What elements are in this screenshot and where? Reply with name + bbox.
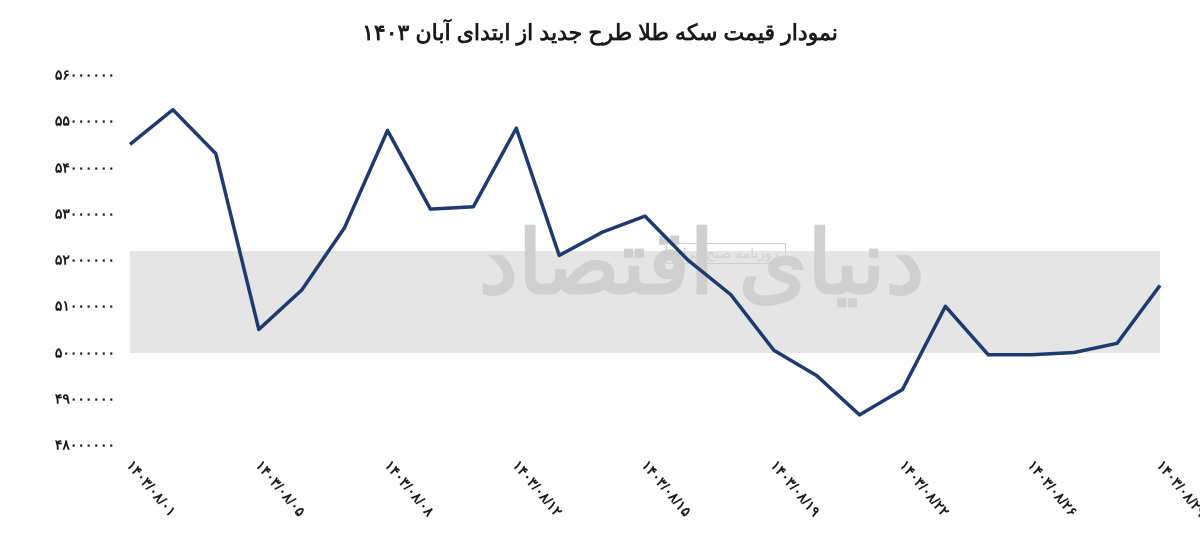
gold-coin-price-chart: نمودار قیمت سکه طلا طرح جدید از ابتدای آ…	[20, 20, 1180, 538]
y-tick-label: ۵۶۰۰۰۰۰۰	[20, 67, 115, 84]
y-tick-label: ۵۳۰۰۰۰۰۰	[20, 205, 115, 222]
y-tick-label: ۵۴۰۰۰۰۰۰	[20, 159, 115, 176]
x-tick-label: ۱۴۰۳/۰۸/۲۹	[1153, 457, 1200, 520]
y-tick-label: ۵۰۰۰۰۰۰۰	[20, 344, 115, 361]
plot-area: دنیای اقتصاد روزنامه صبح ایران	[130, 75, 1160, 445]
line-svg	[130, 75, 1160, 445]
x-tick-label: ۱۴۰۳/۰۸/۰۱	[123, 457, 180, 520]
y-tick-label: ۴۸۰۰۰۰۰۰	[20, 437, 115, 454]
price-line	[130, 110, 1160, 415]
x-tick-label: ۱۴۰۳/۰۸/۱۹	[767, 457, 824, 520]
x-tick-label: ۱۴۰۳/۰۸/۰۸	[380, 457, 437, 520]
y-tick-label: ۵۵۰۰۰۰۰۰	[20, 113, 115, 130]
chart-title: نمودار قیمت سکه طلا طرح جدید از ابتدای آ…	[20, 20, 1180, 46]
y-tick-label: ۴۹۰۰۰۰۰۰	[20, 390, 115, 407]
x-tick-label: ۱۴۰۳/۰۸/۰۵	[252, 457, 309, 520]
y-tick-label: ۵۲۰۰۰۰۰۰	[20, 252, 115, 269]
x-tick-label: ۱۴۰۳/۰۸/۲۲	[895, 457, 952, 520]
y-tick-label: ۵۱۰۰۰۰۰۰	[20, 298, 115, 315]
x-tick-label: ۱۴۰۳/۰۸/۱۲	[509, 457, 566, 520]
x-tick-label: ۱۴۰۳/۰۸/۱۵	[638, 457, 695, 520]
x-tick-label: ۱۴۰۳/۰۸/۲۶	[1024, 457, 1081, 520]
